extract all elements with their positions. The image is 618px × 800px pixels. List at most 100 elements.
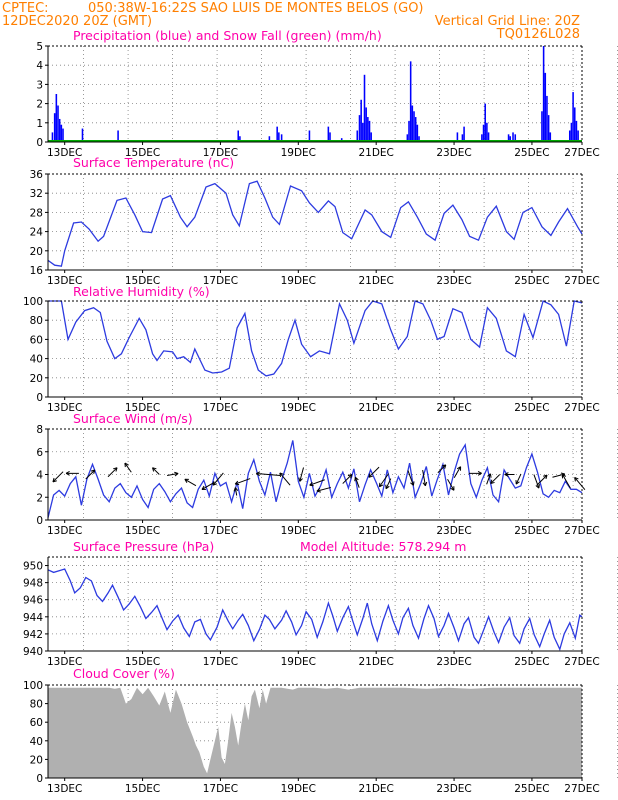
wind-arrow-shaft — [536, 474, 548, 486]
cloud-xtick-label: 19DEC — [281, 783, 316, 795]
precip-bar — [413, 111, 415, 142]
cloud-ytick-label: 40 — [30, 736, 43, 748]
precip-xtick-label: 27DEC — [564, 147, 599, 159]
header-location: 050:38W-16:22S SAO LUIS DE MONTES BELOS … — [88, 1, 424, 16]
pressure-line — [47, 568, 583, 652]
temp-xtick-label: 27DEC — [564, 275, 599, 287]
wind-panel: 0 2 4 6 8 13DEC 15DEC 17DEC 19DEC 21DEC 23DEC 25DEC… — [36, 424, 618, 537]
precip-bar — [370, 132, 372, 142]
temp-xtick-label: 21DEC — [358, 275, 393, 287]
wind-arrow-head — [543, 474, 548, 480]
wind-arrow — [422, 469, 428, 487]
temp-panel: 16 20 24 28 32 36 13DEC 15DEC 17DEC 19DEC 21DEC 23D… — [30, 169, 618, 287]
humidity-ytick-label: 0 — [36, 392, 43, 404]
wind-arrow-shaft — [316, 486, 331, 492]
wind-arrow-head — [347, 474, 353, 479]
pressure-ytick-label: 940 — [23, 646, 43, 658]
cloud-xtick-label: 13DEC — [47, 783, 82, 795]
cloud-xtick-label: 23DEC — [436, 783, 471, 795]
cloud-ytick-label: 80 — [30, 699, 43, 711]
precip-bar — [268, 136, 271, 142]
precip-bar — [327, 126, 330, 142]
wind-arrow — [447, 478, 455, 491]
humidity-title: Relative Humidity (%) — [73, 284, 210, 299]
precip-bar — [411, 105, 414, 142]
wind-arrow — [574, 477, 586, 491]
precip-bar — [358, 115, 361, 142]
wind-arrow — [385, 478, 392, 490]
wind-arrow — [201, 481, 215, 490]
wind-xtick-label: 21DEC — [358, 525, 393, 537]
pressure-xtick-label: 15DEC — [125, 656, 160, 668]
precip-bar — [573, 107, 576, 142]
wind-arrow — [490, 474, 501, 485]
pressure-title: Surface Pressure (hPa) — [73, 539, 214, 554]
wind-arrow-head — [65, 471, 70, 476]
wind-xtick-label: 25DEC — [514, 525, 549, 537]
wind-arrow-head — [450, 486, 455, 491]
wind-xtick-label: 27DEC — [564, 525, 599, 537]
precip-bar — [308, 130, 311, 142]
precip-bar — [547, 115, 550, 142]
precip-xtick-label: 23DEC — [436, 147, 471, 159]
precip-bar — [51, 132, 54, 142]
wind-line — [47, 440, 583, 518]
wind-arrow-head — [298, 477, 303, 482]
wind-arrow-shaft — [354, 477, 360, 488]
precip-bar — [360, 99, 362, 142]
precip-bar — [456, 132, 459, 142]
temp-line — [47, 180, 583, 267]
precip-bar — [416, 124, 419, 142]
wind-arrow-head — [368, 473, 373, 478]
wind-ytick-label: 2 — [36, 492, 43, 504]
wind-arrow-shaft — [234, 487, 238, 496]
pressure-ytick-label: 942 — [23, 629, 43, 641]
wind-arrow-head — [124, 462, 129, 468]
wind-arrow — [184, 478, 197, 487]
wind-arrow-head — [316, 488, 321, 493]
wind-arrow-shaft — [378, 473, 389, 488]
wind-arrow-shaft — [124, 462, 132, 473]
precip-ytick-label: 2 — [36, 99, 43, 111]
wind-xtick-label: 23DEC — [436, 525, 471, 537]
cloud-ytick-label: 0 — [36, 773, 43, 785]
precip-bar — [487, 132, 490, 142]
cloud-ytick-label: 20 — [30, 754, 43, 766]
pressure-xtick-label: 13DEC — [47, 656, 82, 668]
precip-bar — [368, 120, 371, 142]
header-run: 12DEC2020 20Z (GMT) — [2, 14, 152, 29]
humidity-xtick-label: 27DEC — [564, 402, 599, 414]
precip-bar — [509, 136, 512, 142]
precip-bar — [81, 128, 84, 142]
humidity-xtick-label: 21DEC — [358, 402, 393, 414]
precip-bar — [363, 74, 366, 142]
precip-xtick-label: 15DEC — [125, 147, 160, 159]
temp-xtick-label: 19DEC — [281, 275, 316, 287]
wind-arrow — [316, 486, 331, 493]
precip-bar — [367, 117, 369, 142]
temp-xtick-label: 17DEC — [203, 275, 238, 287]
wind-arrow-head — [378, 482, 384, 488]
wind-arrow — [504, 472, 515, 477]
precip-xtick-label: 21DEC — [358, 147, 393, 159]
wind-arrow-head — [184, 478, 189, 483]
wind-arrow-head — [233, 487, 239, 492]
precip-bar — [365, 107, 367, 142]
wind-arrow-head — [487, 473, 492, 478]
humidity-ytick-label: 40 — [30, 354, 43, 366]
wind-xtick-label: 19DEC — [281, 525, 316, 537]
wind-arrow-shaft — [368, 466, 380, 478]
precip-bar — [570, 122, 573, 142]
precip-bar — [278, 132, 280, 142]
pressure-xtick-label: 19DEC — [281, 656, 316, 668]
wind-arrow — [298, 467, 304, 482]
wind-ytick-label: 8 — [36, 424, 43, 436]
wind-arrow-head — [212, 481, 217, 486]
temp-ytick-label: 28 — [30, 207, 43, 219]
humidity-xtick-label: 19DEC — [281, 402, 316, 414]
precip-bar — [57, 105, 59, 142]
wind-arrow-head — [535, 484, 540, 489]
pressure-subtitle: Model Altitude: 578.294 m — [300, 539, 466, 554]
header-model: TQ0126L028 — [496, 27, 580, 42]
